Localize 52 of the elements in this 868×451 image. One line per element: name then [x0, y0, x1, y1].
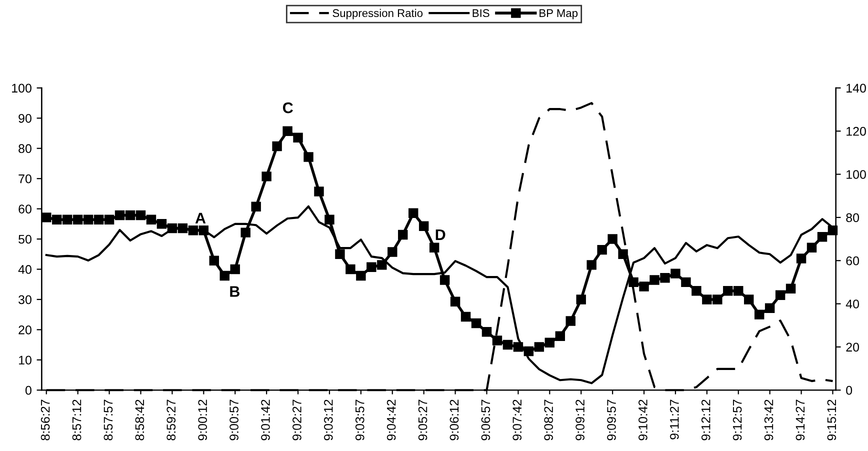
x-tick-label: 8:59:27 — [166, 400, 176, 440]
x-tick-label: 9:08:27 — [544, 400, 554, 440]
y-tick-label: 10 — [18, 356, 32, 365]
y-tick-label: 100 — [12, 84, 32, 93]
y-tick-label: 80 — [18, 144, 32, 154]
x-tick-label: 9:12:57 — [732, 400, 742, 440]
x-tick-label: 9:06:12 — [450, 400, 459, 440]
x-tick-label: 9:00:57 — [230, 400, 238, 440]
y2-tick-label: 60 — [846, 256, 860, 266]
x-tick-label: 9:10:42 — [638, 400, 648, 440]
x-tick-label: 9:12:12 — [701, 400, 710, 440]
y-tick-label: 50 — [18, 234, 32, 244]
y2-tick-label: 0 — [846, 386, 852, 395]
annotation: C — [282, 102, 293, 114]
x-tick-label: 9:03:12 — [324, 400, 333, 440]
x-tick-label: 9:07:42 — [512, 400, 522, 440]
x-tick-label: 9:02:27 — [292, 400, 302, 440]
y-tick-label: 30 — [18, 295, 32, 304]
x-tick-label: 9:13:42 — [764, 400, 774, 440]
x-tick-label: 9:01:42 — [261, 400, 270, 440]
x-tick-label: 9:00:12 — [198, 400, 208, 440]
x-tick-label: 9:15:12 — [827, 400, 836, 440]
y2-tick-label: 20 — [846, 342, 860, 352]
annotation: A — [195, 212, 206, 224]
x-tick-label: 9:04:42 — [386, 400, 396, 440]
legend-label: BP Map — [540, 9, 578, 20]
x-tick-label: 8:56:27 — [40, 400, 50, 440]
x-tick-label: 9:14:27 — [796, 400, 805, 440]
y2-tick-label: 120 — [846, 126, 866, 136]
x-tick-label: 9:03:57 — [355, 400, 364, 440]
y-tick-label: 60 — [18, 204, 32, 214]
x-tick-label: 9:05:27 — [418, 400, 428, 440]
x-tick-label: 8:57:57 — [104, 400, 113, 440]
y-tick-label: 0 — [25, 386, 32, 395]
y2-tick-label: 100 — [846, 170, 866, 179]
annotation: D — [436, 229, 446, 240]
x-tick-label: 9:06:57 — [481, 400, 490, 440]
y2-tick-label: 80 — [846, 213, 860, 222]
x-tick-label: 9:11:27 — [670, 400, 679, 440]
y2-tick-label: 40 — [846, 300, 860, 308]
y-tick-label: 40 — [18, 265, 32, 274]
x-tick-label: 9:09:12 — [576, 400, 584, 440]
y-tick-label: 20 — [18, 325, 32, 334]
y-tick-label: 70 — [18, 174, 32, 184]
x-tick-label: 9:09:57 — [607, 400, 616, 440]
legend-label: Suppression Ratio — [332, 8, 423, 20]
y-tick-label: 90 — [18, 114, 32, 123]
y2-tick-label: 140 — [846, 84, 866, 93]
x-tick-label: 8:58:42 — [135, 400, 144, 440]
x-tick-label: 8:57:12 — [72, 400, 82, 440]
annotation: B — [230, 286, 240, 297]
legend-label: BIS — [472, 9, 490, 18]
